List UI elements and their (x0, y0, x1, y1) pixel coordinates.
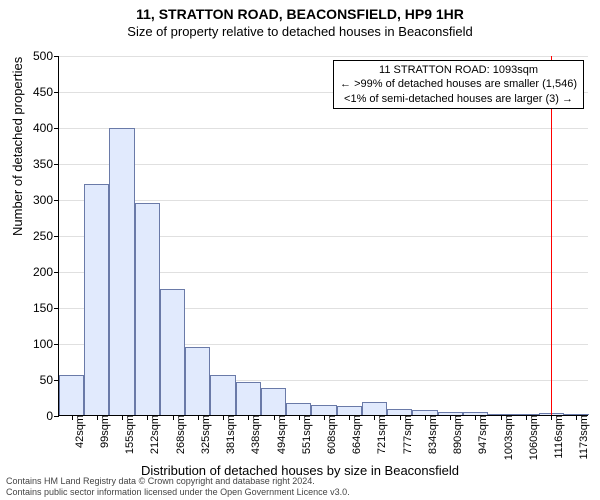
ytick-mark (54, 128, 59, 129)
footer-line-1: Contains HM Land Registry data © Crown c… (6, 476, 350, 487)
histogram-bar (286, 403, 311, 415)
xtick-label: 494sqm (274, 415, 288, 454)
annotation-line: 11 STRATTON ROAD: 1093sqm (340, 63, 577, 77)
xtick-label: 1173sqm (576, 415, 590, 459)
plot-area: 05010015020025030035040045050042sqm99sqm… (58, 56, 588, 416)
ytick-mark (54, 416, 59, 417)
y-axis-label: Number of detached properties (10, 57, 25, 236)
xtick-label: 551sqm (299, 415, 313, 454)
xtick-label: 99sqm (97, 415, 111, 448)
xtick-label: 268sqm (173, 415, 187, 454)
histogram-bar (109, 128, 134, 415)
xtick-label: 1003sqm (501, 415, 515, 460)
xtick-label: 947sqm (475, 415, 489, 454)
footer-line-2: Contains public sector information licen… (6, 487, 350, 498)
ytick-mark (54, 56, 59, 57)
xtick-label: 834sqm (425, 415, 439, 454)
gridline (59, 56, 588, 57)
annotation-box: 11 STRATTON ROAD: 1093sqm← >99% of detac… (333, 60, 584, 109)
xtick-label: 608sqm (324, 415, 338, 454)
ytick-mark (54, 272, 59, 273)
histogram-bar (236, 382, 261, 415)
annotation-line: ← >99% of detached houses are smaller (1… (340, 77, 577, 91)
annotation-line: <1% of semi-detached houses are larger (… (340, 92, 577, 106)
xtick-label: 325sqm (198, 415, 212, 454)
histogram-bar (135, 203, 160, 415)
xtick-label: 1116sqm (551, 415, 565, 459)
ytick-mark (54, 308, 59, 309)
histogram-bar (185, 347, 210, 415)
xtick-label: 212sqm (147, 415, 161, 454)
xtick-label: 438sqm (248, 415, 262, 454)
ytick-mark (54, 236, 59, 237)
reference-line (551, 56, 552, 415)
ytick-mark (54, 200, 59, 201)
xtick-label: 777sqm (400, 415, 414, 454)
xtick-label: 1060sqm (526, 415, 540, 460)
chart-area: 05010015020025030035040045050042sqm99sqm… (58, 56, 588, 416)
histogram-bar (84, 184, 109, 415)
xtick-label: 721sqm (374, 415, 388, 454)
histogram-bar (311, 405, 336, 415)
gridline (59, 200, 588, 201)
gridline (59, 164, 588, 165)
xtick-label: 381sqm (223, 415, 237, 454)
ytick-mark (54, 92, 59, 93)
xtick-label: 664sqm (349, 415, 363, 454)
gridline (59, 128, 588, 129)
footer-attribution: Contains HM Land Registry data © Crown c… (6, 476, 350, 498)
histogram-bar (362, 402, 387, 415)
histogram-bar (261, 388, 286, 415)
ytick-mark (54, 164, 59, 165)
xtick-label: 155sqm (122, 415, 136, 454)
histogram-bar (59, 375, 84, 415)
page-title: 11, STRATTON ROAD, BEACONSFIELD, HP9 1HR (0, 0, 600, 22)
xtick-label: 42sqm (72, 415, 86, 448)
xtick-label: 890sqm (450, 415, 464, 454)
histogram-bar (337, 406, 362, 415)
page-subtitle: Size of property relative to detached ho… (0, 24, 600, 39)
ytick-mark (54, 344, 59, 345)
histogram-bar (160, 289, 185, 415)
histogram-bar (210, 375, 235, 415)
